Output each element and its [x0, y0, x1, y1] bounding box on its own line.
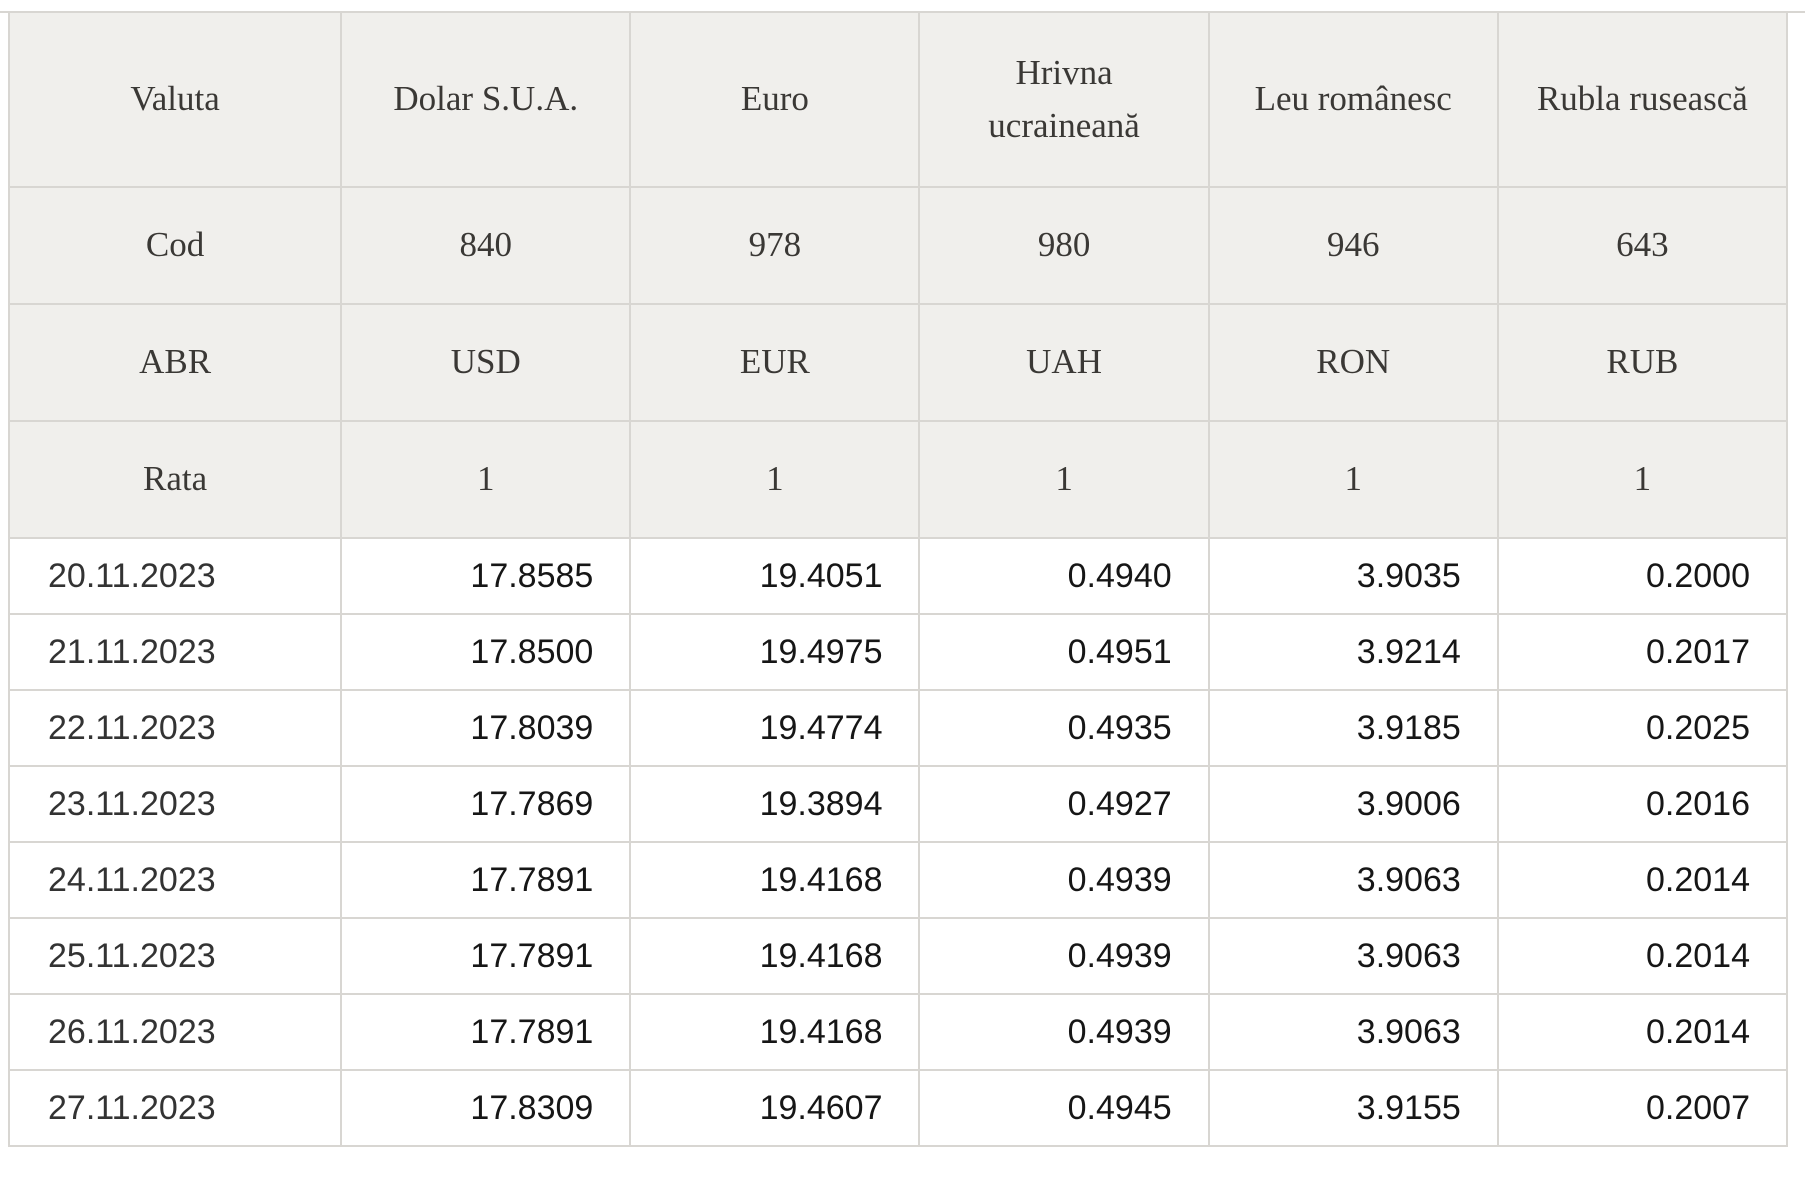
- rate-uah: 0.4935: [918, 689, 1210, 767]
- rate-unit-ron: 1: [1207, 420, 1499, 539]
- rate-unit-uah: 1: [918, 420, 1210, 539]
- code-uah: 980: [918, 186, 1210, 305]
- rate-eur: 19.4051: [629, 537, 921, 615]
- rate-usd: 17.7891: [340, 917, 632, 995]
- rate-rub: 0.2007: [1496, 1069, 1789, 1147]
- rate-eur: 19.4168: [629, 917, 921, 995]
- rate-row: 23.11.2023 17.7869 19.3894 0.4927 3.9006…: [7, 765, 1789, 843]
- rate-usd: 17.8585: [340, 537, 632, 615]
- code-eur: 978: [629, 186, 921, 305]
- rate-ron: 3.9063: [1207, 993, 1499, 1071]
- rate-ron: 3.9035: [1207, 537, 1499, 615]
- rate-ron: 3.9155: [1207, 1069, 1499, 1147]
- header-row-abr: ABR USD EUR UAH RON RUB: [7, 303, 1789, 422]
- header-row-rata: Rata 1 1 1 1 1: [7, 420, 1789, 539]
- rate-rub: 0.2016: [1496, 765, 1789, 843]
- rate-date: 24.11.2023: [7, 841, 343, 919]
- rate-date: 20.11.2023: [7, 537, 343, 615]
- rate-usd: 17.7891: [340, 841, 632, 919]
- row-label-cod: Cod: [7, 186, 343, 305]
- rate-date: 26.11.2023: [7, 993, 343, 1071]
- rate-ron: 3.9063: [1207, 917, 1499, 995]
- abbr-ron: RON: [1207, 303, 1499, 422]
- rate-uah: 0.4951: [918, 613, 1210, 691]
- rate-usd: 17.8039: [340, 689, 632, 767]
- rate-unit-usd: 1: [340, 420, 632, 539]
- rate-date: 21.11.2023: [7, 613, 343, 691]
- abbr-uah: UAH: [918, 303, 1210, 422]
- top-divider-rule: [0, 0, 1805, 13]
- rate-uah: 0.4939: [918, 993, 1210, 1071]
- rate-rub: 0.2000: [1496, 537, 1789, 615]
- rate-uah: 0.4940: [918, 537, 1210, 615]
- rate-eur: 19.4975: [629, 613, 921, 691]
- rate-unit-eur: 1: [629, 420, 921, 539]
- rate-row: 24.11.2023 17.7891 19.4168 0.4939 3.9063…: [7, 841, 1789, 919]
- rate-rub: 0.2014: [1496, 917, 1789, 995]
- code-rub: 643: [1496, 186, 1789, 305]
- code-ron: 946: [1207, 186, 1499, 305]
- rate-eur: 19.4168: [629, 841, 921, 919]
- rate-uah: 0.4939: [918, 917, 1210, 995]
- rate-rub: 0.2017: [1496, 613, 1789, 691]
- abbr-usd: USD: [340, 303, 632, 422]
- rate-date: 23.11.2023: [7, 765, 343, 843]
- code-usd: 840: [340, 186, 632, 305]
- abbr-rub: RUB: [1496, 303, 1789, 422]
- rate-row: 21.11.2023 17.8500 19.4975 0.4951 3.9214…: [7, 613, 1789, 691]
- rate-uah: 0.4939: [918, 841, 1210, 919]
- rate-rub: 0.2014: [1496, 841, 1789, 919]
- currency-name-rub: Rubla rusească: [1496, 13, 1789, 188]
- rate-usd: 17.7869: [340, 765, 632, 843]
- row-label-abr: ABR: [7, 303, 343, 422]
- rate-ron: 3.9214: [1207, 613, 1499, 691]
- rate-row: 26.11.2023 17.7891 19.4168 0.4939 3.9063…: [7, 993, 1789, 1071]
- rate-date: 22.11.2023: [7, 689, 343, 767]
- exchange-rates-page: Valuta Dolar S.U.A. Euro Hrivna ucrainea…: [0, 0, 1805, 1147]
- rate-unit-rub: 1: [1496, 420, 1789, 539]
- rate-row: 20.11.2023 17.8585 19.4051 0.4940 3.9035…: [7, 537, 1789, 615]
- rate-eur: 19.4168: [629, 993, 921, 1071]
- rate-rub: 0.2025: [1496, 689, 1789, 767]
- rate-row: 25.11.2023 17.7891 19.4168 0.4939 3.9063…: [7, 917, 1789, 995]
- rate-date: 25.11.2023: [7, 917, 343, 995]
- row-label-valuta: Valuta: [7, 13, 343, 188]
- rate-eur: 19.4774: [629, 689, 921, 767]
- header-row-valuta: Valuta Dolar S.U.A. Euro Hrivna ucrainea…: [7, 13, 1789, 188]
- rate-row: 27.11.2023 17.8309 19.4607 0.4945 3.9155…: [7, 1069, 1789, 1147]
- rate-rub: 0.2014: [1496, 993, 1789, 1071]
- currency-name-ron: Leu românesc: [1207, 13, 1499, 188]
- currency-name-uah: Hrivna ucraineană: [918, 13, 1210, 188]
- rate-usd: 17.8500: [340, 613, 632, 691]
- header-row-cod: Cod 840 978 980 946 643: [7, 186, 1789, 305]
- rate-ron: 3.9006: [1207, 765, 1499, 843]
- rate-date: 27.11.2023: [7, 1069, 343, 1147]
- rate-usd: 17.7891: [340, 993, 632, 1071]
- rate-row: 22.11.2023 17.8039 19.4774 0.4935 3.9185…: [7, 689, 1789, 767]
- rate-ron: 3.9185: [1207, 689, 1499, 767]
- rate-ron: 3.9063: [1207, 841, 1499, 919]
- rate-eur: 19.3894: [629, 765, 921, 843]
- currency-name-usd: Dolar S.U.A.: [340, 13, 632, 188]
- rate-eur: 19.4607: [629, 1069, 921, 1147]
- rate-uah: 0.4927: [918, 765, 1210, 843]
- row-label-rata: Rata: [7, 420, 343, 539]
- currency-name-eur: Euro: [629, 13, 921, 188]
- abbr-eur: EUR: [629, 303, 921, 422]
- rate-usd: 17.8309: [340, 1069, 632, 1147]
- exchange-rate-table: Valuta Dolar S.U.A. Euro Hrivna ucrainea…: [7, 13, 1789, 1147]
- rate-uah: 0.4945: [918, 1069, 1210, 1147]
